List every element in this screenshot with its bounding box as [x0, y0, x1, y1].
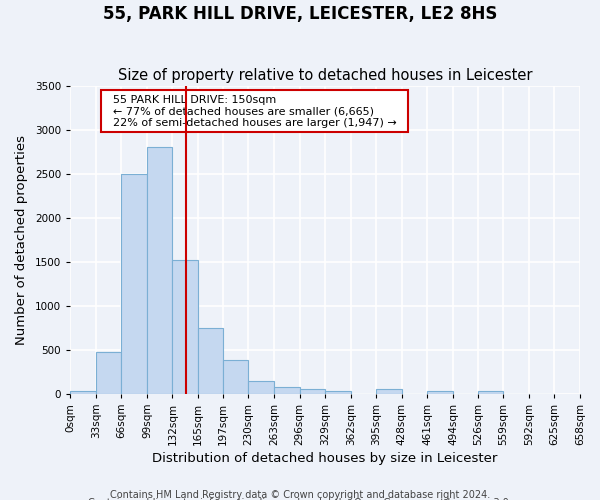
Text: Contains HM Land Registry data © Crown copyright and database right 2024.: Contains HM Land Registry data © Crown c…: [110, 490, 490, 500]
Bar: [325, 392, 350, 394]
Bar: [427, 392, 453, 394]
Bar: [147, 147, 172, 394]
Bar: [96, 352, 121, 394]
Title: Size of property relative to detached houses in Leicester: Size of property relative to detached ho…: [118, 68, 532, 83]
Bar: [172, 260, 198, 394]
Bar: [121, 174, 147, 394]
Bar: [223, 360, 248, 394]
X-axis label: Distribution of detached houses by size in Leicester: Distribution of detached houses by size …: [152, 452, 498, 465]
Bar: [70, 392, 96, 394]
Text: 55 PARK HILL DRIVE: 150sqm
  ← 77% of detached houses are smaller (6,665)
  22% : 55 PARK HILL DRIVE: 150sqm ← 77% of deta…: [106, 95, 404, 128]
Bar: [299, 390, 325, 394]
Text: Contains public sector information licensed under the Open Government Licence v3: Contains public sector information licen…: [88, 498, 512, 500]
Bar: [376, 390, 402, 394]
Bar: [198, 328, 223, 394]
Y-axis label: Number of detached properties: Number of detached properties: [15, 134, 28, 344]
Text: 55, PARK HILL DRIVE, LEICESTER, LE2 8HS: 55, PARK HILL DRIVE, LEICESTER, LE2 8HS: [103, 5, 497, 23]
Bar: [248, 380, 274, 394]
Bar: [478, 392, 503, 394]
Bar: [274, 387, 299, 394]
